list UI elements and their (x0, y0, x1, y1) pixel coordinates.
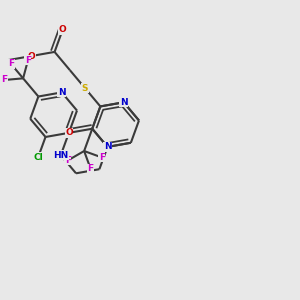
Text: Cl: Cl (33, 152, 43, 161)
Text: F: F (88, 164, 94, 173)
Text: O: O (59, 25, 67, 34)
Text: F: F (8, 59, 14, 68)
Text: F: F (99, 153, 105, 162)
Text: O: O (27, 52, 35, 61)
Text: F: F (65, 156, 71, 165)
Text: F: F (25, 56, 31, 65)
Text: S: S (82, 84, 88, 93)
Text: N: N (104, 142, 111, 152)
Text: F: F (1, 76, 8, 85)
Text: HN: HN (53, 151, 68, 160)
Text: O: O (65, 128, 73, 137)
Text: N: N (58, 88, 65, 97)
Text: N: N (120, 98, 127, 107)
